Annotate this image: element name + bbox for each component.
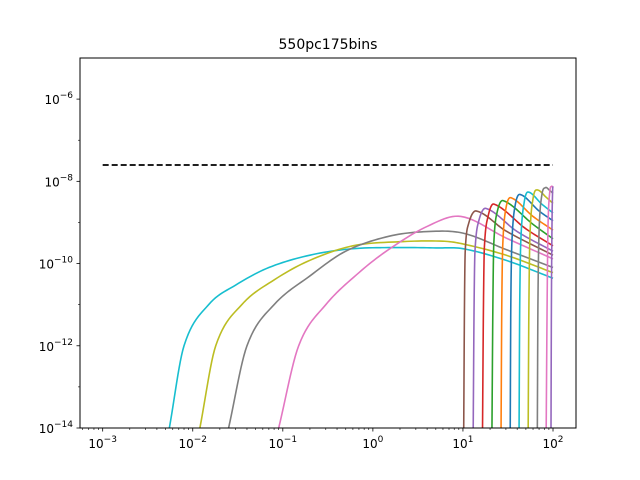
series-line-9 <box>500 196 554 428</box>
chart-title: 550pc175bins <box>279 37 378 53</box>
series-line-7 <box>481 203 554 428</box>
series-layer <box>102 164 554 428</box>
series-line-2 <box>199 240 554 428</box>
series-line-14 <box>545 185 554 428</box>
y-tick-label-4: 10−8 <box>44 173 73 189</box>
y-tick-label-3: 10−10 <box>39 256 74 272</box>
series-line-8 <box>491 199 554 428</box>
series-line-4 <box>277 215 554 428</box>
x-tick-label-3: 10−1 <box>269 435 298 451</box>
y-tick-label-1: 10−14 <box>39 420 74 436</box>
x-axis: 10−3 10−2 10−1 100 101 102 <box>82 428 564 451</box>
series-line-15 <box>550 186 554 428</box>
series-line-12 <box>527 189 554 428</box>
y-tick-label-5: 10−6 <box>44 91 73 107</box>
x-tick-label-2: 10−2 <box>178 435 207 451</box>
series-line-5 <box>462 210 554 428</box>
x-tick-label-6: 102 <box>543 435 564 451</box>
plot-frame <box>79 57 577 429</box>
y-tick-label-2: 10−12 <box>39 338 73 354</box>
x-tick-label-4: 100 <box>362 435 383 451</box>
x-tick-label-1: 10−3 <box>88 435 117 451</box>
x-tick-label-5: 101 <box>452 435 473 451</box>
y-axis: 10−14 10−12 10−10 10−8 10−6 <box>39 91 80 436</box>
series-line-10 <box>509 193 554 428</box>
series-line-11 <box>518 191 554 428</box>
series-line-6 <box>472 207 554 428</box>
